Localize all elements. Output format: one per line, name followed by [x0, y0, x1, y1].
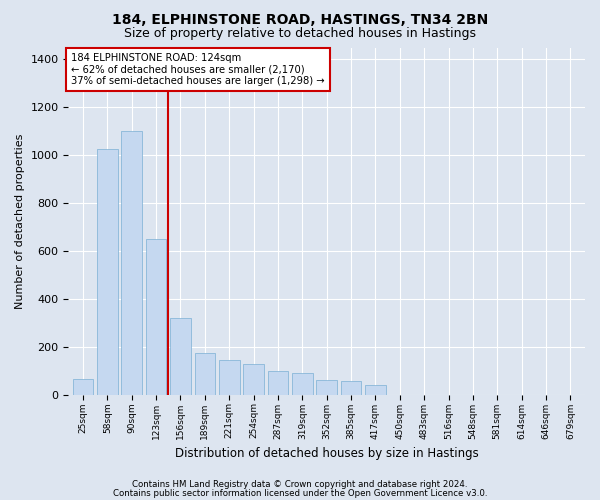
Bar: [121, 132, 142, 394]
Bar: [194, 353, 215, 395]
Bar: [170, 318, 191, 394]
Bar: [243, 364, 264, 394]
Bar: [341, 382, 361, 394]
Text: Contains HM Land Registry data © Crown copyright and database right 2024.: Contains HM Land Registry data © Crown c…: [132, 480, 468, 489]
Bar: [219, 360, 239, 394]
Bar: [146, 239, 166, 394]
Bar: [97, 150, 118, 394]
X-axis label: Distribution of detached houses by size in Hastings: Distribution of detached houses by size …: [175, 447, 479, 460]
Text: 184, ELPHINSTONE ROAD, HASTINGS, TN34 2BN: 184, ELPHINSTONE ROAD, HASTINGS, TN34 2B…: [112, 12, 488, 26]
Text: Size of property relative to detached houses in Hastings: Size of property relative to detached ho…: [124, 28, 476, 40]
Y-axis label: Number of detached properties: Number of detached properties: [15, 134, 25, 309]
Bar: [73, 379, 94, 394]
Text: 184 ELPHINSTONE ROAD: 124sqm
← 62% of detached houses are smaller (2,170)
37% of: 184 ELPHINSTONE ROAD: 124sqm ← 62% of de…: [71, 52, 325, 86]
Bar: [316, 380, 337, 394]
Text: Contains public sector information licensed under the Open Government Licence v3: Contains public sector information licen…: [113, 488, 487, 498]
Bar: [292, 373, 313, 394]
Bar: [268, 370, 289, 394]
Bar: [365, 385, 386, 394]
